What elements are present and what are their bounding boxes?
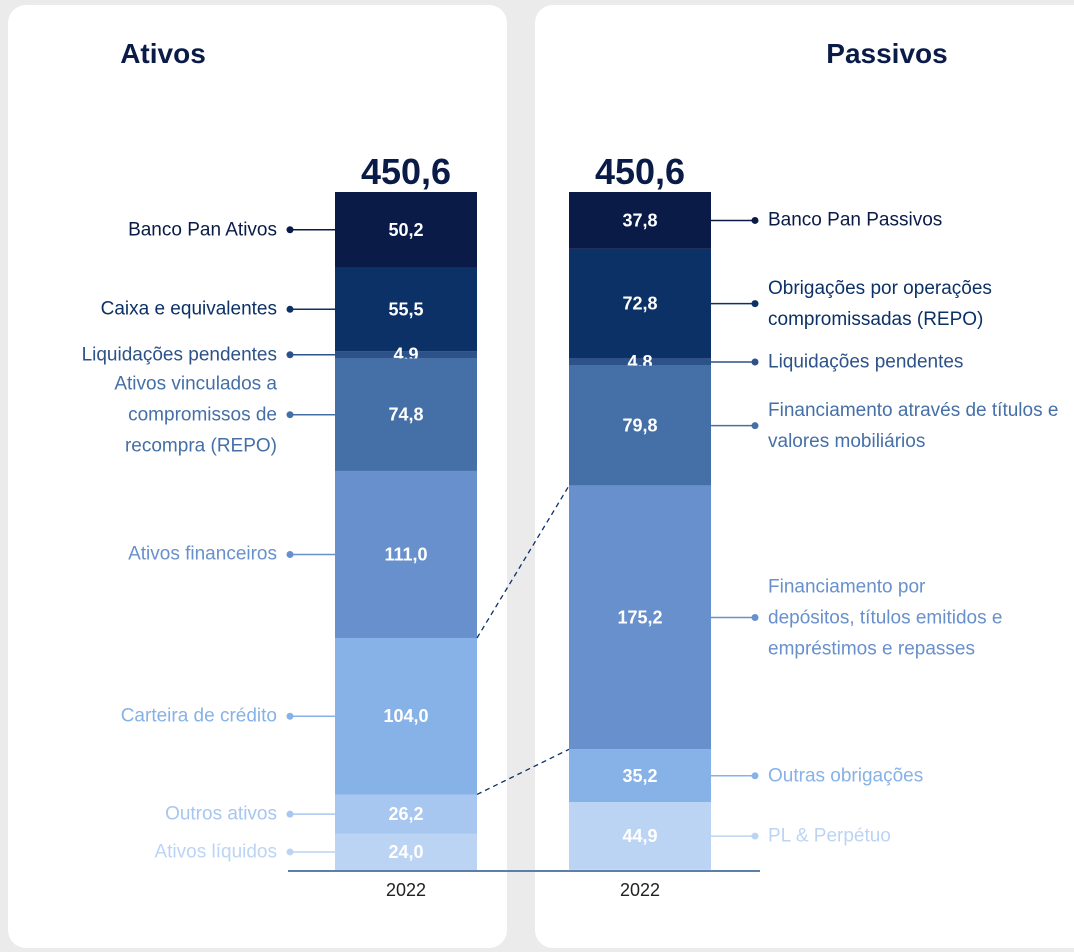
bar-segment	[335, 358, 477, 471]
x-tick-label: 2022	[620, 880, 660, 900]
legend-label: Outros ativos	[165, 803, 277, 825]
legend-label: PL & Perpétuo	[768, 825, 891, 847]
bar-segment	[335, 833, 477, 870]
leader-dot	[286, 810, 294, 818]
bar-segment	[335, 192, 477, 268]
legend-label: Obrigações por operações compromissadas …	[768, 277, 992, 330]
leader-dot	[751, 422, 759, 430]
value-label: 72,8	[622, 294, 657, 314]
legend-label: Carteira de crédito	[120, 705, 277, 727]
leader-dot	[286, 848, 294, 856]
bar-segment	[569, 248, 711, 359]
bar-segment	[569, 358, 711, 366]
legend-label: Financiamento por depósitos, títulos emi…	[768, 576, 1003, 660]
legend-label: Caixa e equivalentes	[100, 298, 277, 320]
connector	[476, 485, 570, 639]
total-label: 450,6	[595, 151, 685, 192]
value-label: 37,8	[622, 210, 657, 230]
leader-dot	[751, 300, 759, 308]
connector	[476, 748, 570, 796]
value-label: 55,5	[388, 299, 423, 319]
value-label: 175,2	[617, 608, 662, 628]
chart-title: Ativos	[120, 38, 206, 69]
value-label: 50,2	[388, 220, 423, 240]
leader-dot	[286, 226, 294, 234]
value-label: 44,9	[622, 826, 657, 846]
leader-dot	[286, 550, 294, 558]
bar-segment	[335, 470, 477, 638]
legend-label: Ativos vinculados a compromissos de reco…	[114, 373, 277, 457]
legend-label: Outras obrigações	[768, 765, 924, 787]
legend-label: Liquidações pendentes	[768, 351, 964, 373]
value-label: 104,0	[383, 706, 428, 726]
bar-segment	[569, 485, 711, 750]
value-label: 35,2	[622, 766, 657, 786]
leader-dot	[286, 351, 294, 359]
legend-label: Ativos líquidos	[154, 841, 277, 863]
leader-dot	[751, 216, 759, 224]
bar-segment	[569, 365, 711, 486]
legend-label: Financiamento através de títulos e valor…	[768, 399, 1059, 452]
bar-segment	[569, 749, 711, 803]
leader-dot	[286, 712, 294, 720]
leader-dot	[751, 832, 759, 840]
legend-label: Liquidações pendentes	[81, 344, 277, 366]
value-label: 24,0	[388, 842, 423, 862]
legend-label: Ativos financeiros	[128, 543, 277, 565]
bar-segment	[569, 192, 711, 249]
chart-title: Passivos	[826, 38, 948, 69]
leader-dot	[751, 772, 759, 780]
bar-segment	[335, 794, 477, 834]
bar-segment	[569, 802, 711, 870]
leader-dot	[751, 614, 759, 622]
leader-dot	[286, 305, 294, 313]
bar-segment	[335, 267, 477, 352]
total-label: 450,6	[361, 151, 451, 192]
value-label: 74,8	[388, 405, 423, 425]
legend-label: Banco Pan Ativos	[128, 219, 277, 241]
legend-label: Banco Pan Passivos	[768, 209, 943, 231]
value-label: 26,2	[388, 804, 423, 824]
leader-dot	[286, 411, 294, 419]
value-label: 111,0	[384, 544, 427, 564]
bar-segment	[335, 637, 477, 795]
x-tick-label: 2022	[386, 880, 426, 900]
bar-segment	[335, 351, 477, 359]
value-label: 79,8	[622, 416, 657, 436]
leader-dot	[751, 358, 759, 366]
